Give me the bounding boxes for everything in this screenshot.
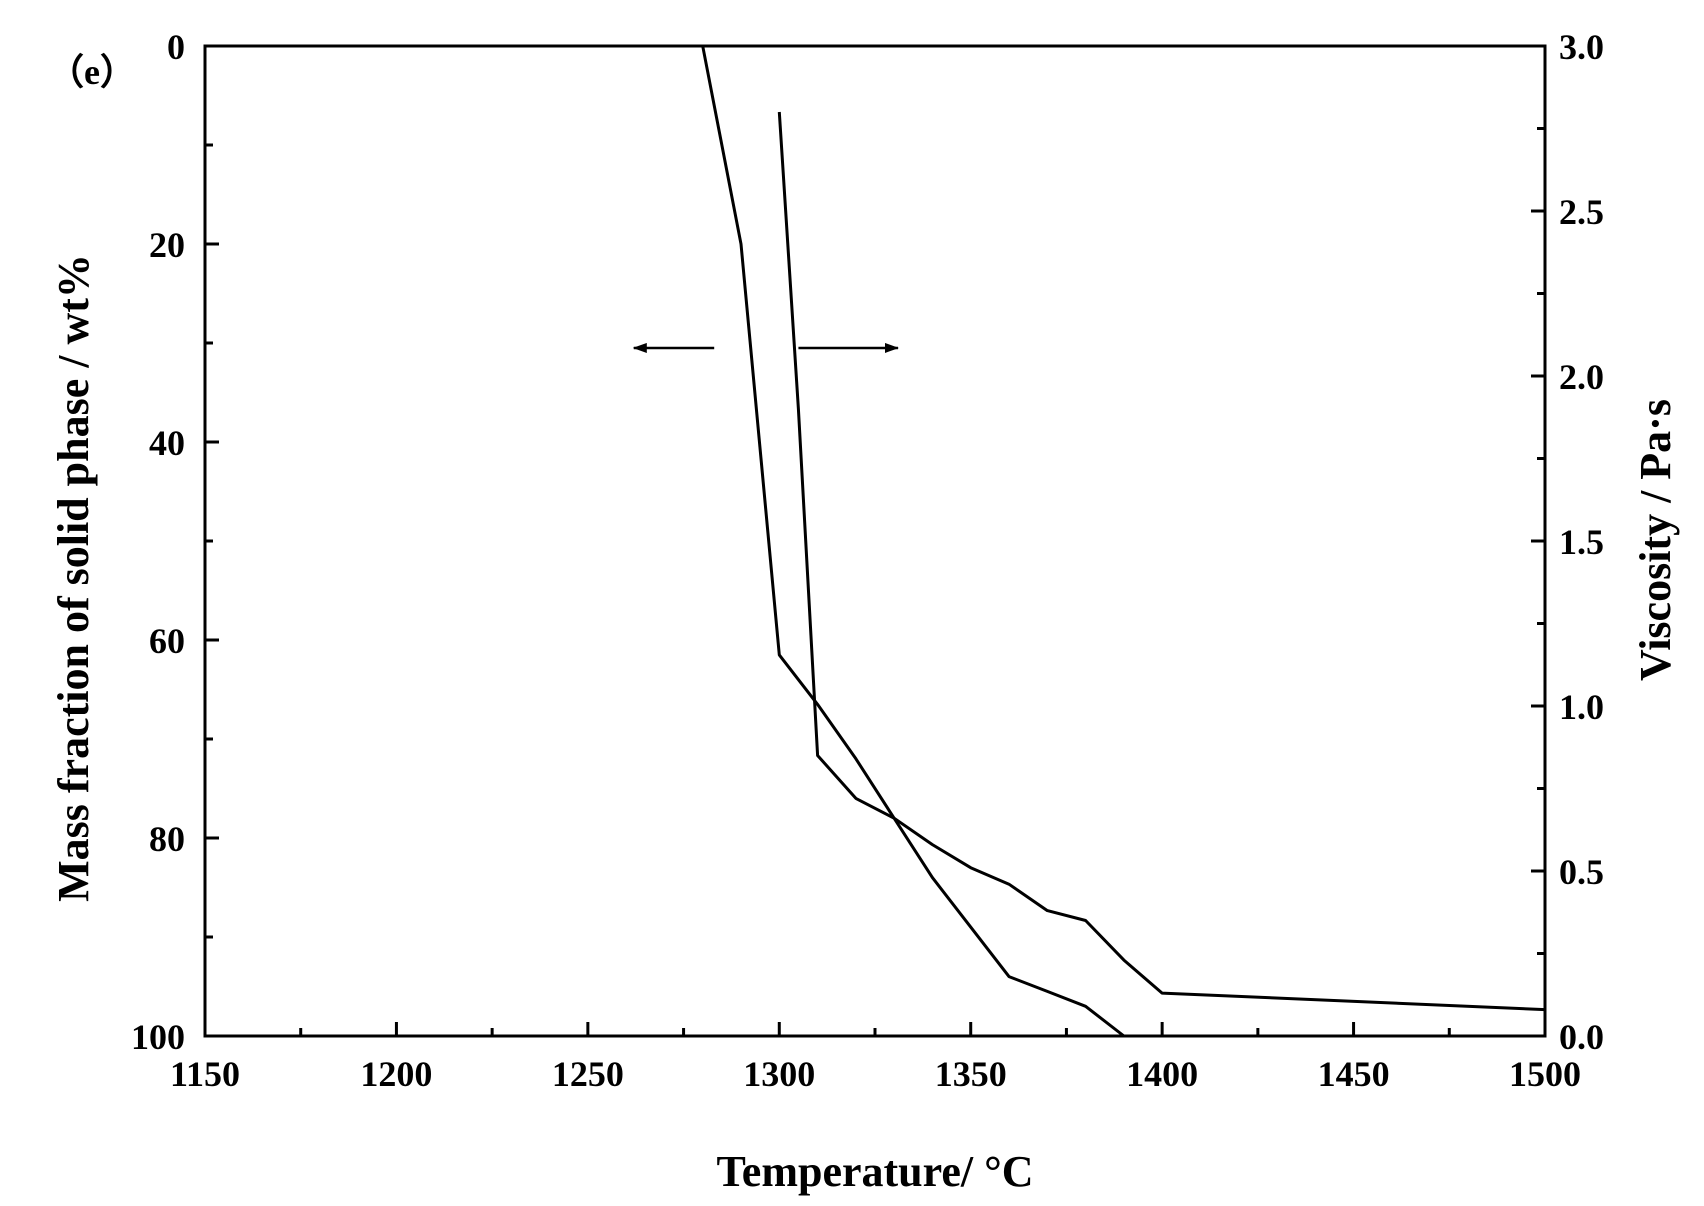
- right-y-tick-label: 1.5: [1559, 522, 1604, 562]
- left-y-tick-label: 100: [131, 1017, 185, 1057]
- left-y-tick-label: 60: [149, 621, 185, 661]
- right-y-tick-label: 1.0: [1559, 687, 1604, 727]
- left-y-tick-label: 20: [149, 225, 185, 265]
- x-tick-label: 1300: [743, 1054, 815, 1094]
- x-tick-label: 1350: [935, 1054, 1007, 1094]
- x-tick-label: 1250: [552, 1054, 624, 1094]
- x-axis-title: Temperature/ °C: [716, 1147, 1033, 1196]
- right-y-axis-ticks: 0.0 0.5 1.0 1.5 2.0 2.5 3.0: [1531, 27, 1604, 1057]
- right-y-tick-label: 2.5: [1559, 192, 1604, 232]
- plot-frame: [203, 44, 1547, 1038]
- series-layer: [701, 45, 1546, 1038]
- viscosity-line: [777, 111, 1546, 1012]
- right-y-axis-title: Viscosity / Pa·s: [1631, 399, 1680, 681]
- solid-fraction-line: [701, 45, 1125, 1038]
- left-y-axis-title: Mass fraction of solid phase / wt%: [49, 254, 98, 902]
- right-y-tick-label: 0.5: [1559, 852, 1604, 892]
- left-y-axis-ticks: 0 20 40 60 80 100: [131, 27, 219, 1057]
- x-axis-ticks: 1150 1200 1250 1300 1350 1400 1450 1500: [170, 1022, 1581, 1094]
- right-y-tick-label: 3.0: [1559, 27, 1604, 67]
- right-y-tick-label: 0.0: [1559, 1017, 1604, 1057]
- x-tick-label: 1200: [360, 1054, 432, 1094]
- x-tick-label: 1150: [170, 1054, 240, 1094]
- x-tick-label: 1450: [1318, 1054, 1390, 1094]
- panel-label: （e）: [48, 52, 136, 92]
- left-y-tick-label: 40: [149, 423, 185, 463]
- x-tick-label: 1500: [1509, 1054, 1581, 1094]
- x-tick-label: 1400: [1126, 1054, 1198, 1094]
- left-y-tick-label: 80: [149, 819, 185, 859]
- left-y-tick-label: 0: [167, 27, 185, 67]
- right-y-tick-label: 2.0: [1559, 357, 1604, 397]
